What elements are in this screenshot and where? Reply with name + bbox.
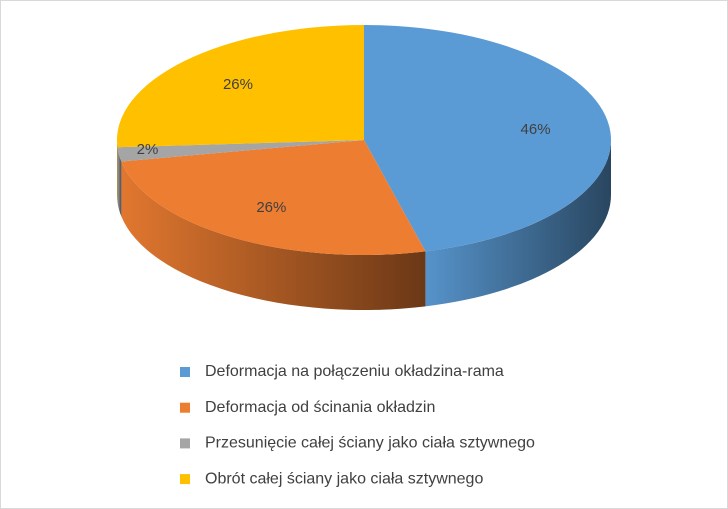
legend-swatch <box>180 474 190 485</box>
data-label: 26% <box>256 199 286 216</box>
pie-slice <box>117 25 364 148</box>
pie-slice <box>117 140 364 162</box>
data-label: 46% <box>521 121 551 138</box>
legend-label: Deformacja od ścinania okładzin <box>205 399 435 416</box>
legend-label: Deformacja na połączeniu okładzina-rama <box>205 363 504 380</box>
legend-label: Obrót całej ściany jako ciała sztywnego <box>205 470 483 487</box>
data-label: 2% <box>137 141 159 158</box>
legend-swatch <box>180 367 190 377</box>
slice-side <box>117 147 122 217</box>
slice-side <box>121 161 426 310</box>
legend-label: Przesunięcie całej ściany jako ciała szt… <box>205 435 535 452</box>
legend-swatch <box>180 402 190 413</box>
pie-tops <box>117 25 611 255</box>
labels: 46% Deformacja na połączeniu okładzina-ra… <box>137 76 551 487</box>
slice-side <box>425 140 611 307</box>
pie-slice <box>364 25 611 252</box>
pie-sides <box>117 140 611 310</box>
legend-swatch <box>180 438 190 449</box>
data-label: 26% <box>223 76 253 93</box>
pie-slice <box>121 140 426 255</box>
